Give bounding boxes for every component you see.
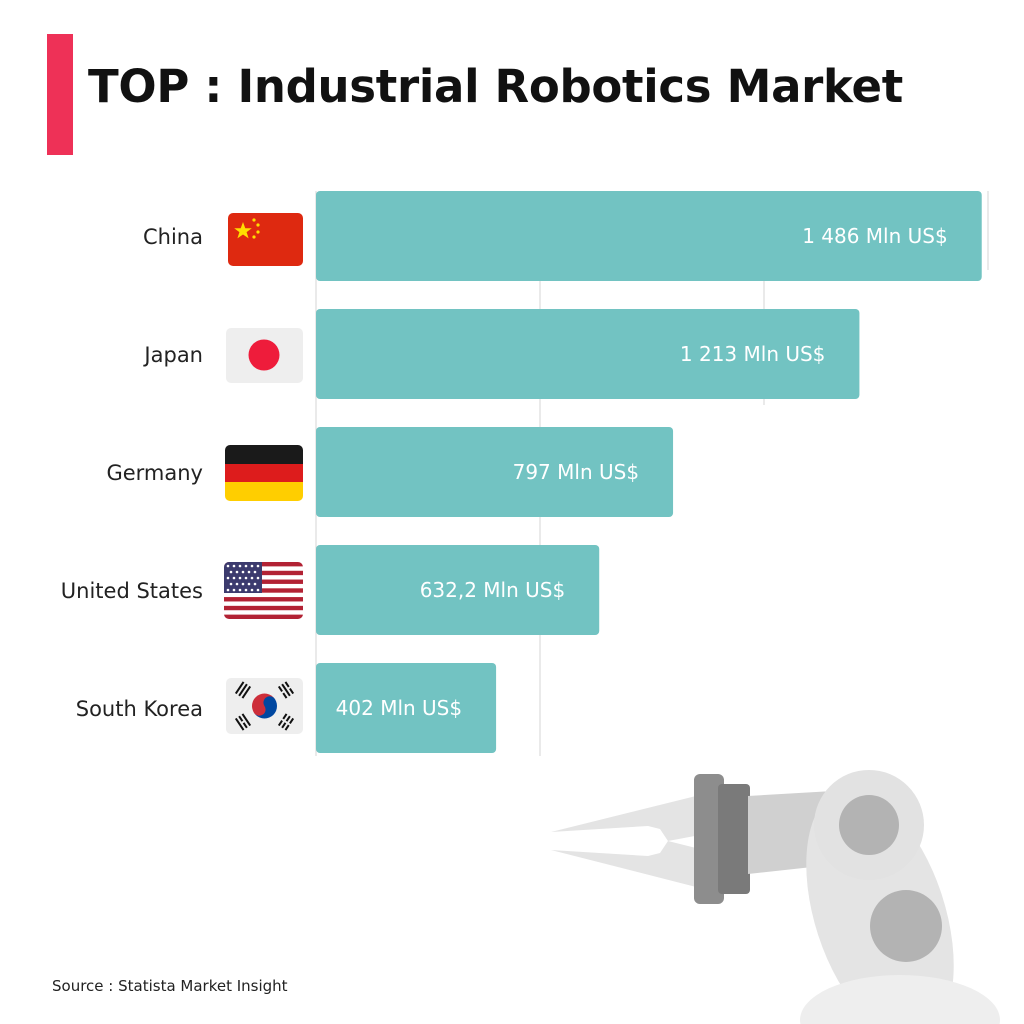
country-labels: China Japan Germany United States South Kore… (61, 225, 203, 721)
country-label: South Korea (76, 697, 203, 721)
bar-value-label: 1 213 Mln US$ (680, 342, 826, 366)
bar-value-label: 632,2 Mln US$ (420, 578, 566, 602)
china-flag-big-star (234, 222, 252, 239)
bars: 1 486 Mln US$ 1 213 Mln US$ 797 Mln US$ 632… (316, 191, 982, 753)
robot-arm-illustration (551, 770, 1000, 1024)
robot-wrist-back (718, 784, 750, 894)
germany-flag-icon (225, 445, 303, 501)
bar-china (316, 191, 982, 281)
bar-germany (316, 427, 674, 517)
bar-value-label: 402 Mln US$ (336, 696, 462, 720)
bar-value-label: 797 Mln US$ (513, 460, 639, 484)
flags (224, 213, 303, 734)
robot-elbow-joint (839, 795, 899, 855)
bar-value-label: 1 486 Mln US$ (802, 224, 948, 248)
source-note: Source : Statista Market Insight (52, 977, 288, 995)
robot-wrist-front (694, 774, 724, 904)
japan-flag-icon (226, 328, 303, 383)
robot-shoulder-joint (870, 890, 942, 962)
robot-gripper-lower-jaw (551, 841, 700, 888)
chart-title: TOP : Industrial Robotics Market (88, 60, 903, 113)
usa-flag-icon (224, 562, 303, 619)
country-label: China (143, 225, 203, 249)
bar-south-korea (316, 663, 497, 753)
country-label: United States (61, 579, 203, 603)
bar-japan (316, 309, 860, 399)
country-label: Germany (106, 461, 203, 485)
title-accent-bar (47, 34, 73, 155)
bar-usa (316, 545, 600, 635)
robot-base (800, 975, 1000, 1024)
south-korea-flag-icon (226, 678, 303, 734)
robot-gripper-upper-jaw (551, 795, 700, 841)
china-flag-icon (228, 213, 303, 266)
country-label: Japan (142, 343, 203, 367)
